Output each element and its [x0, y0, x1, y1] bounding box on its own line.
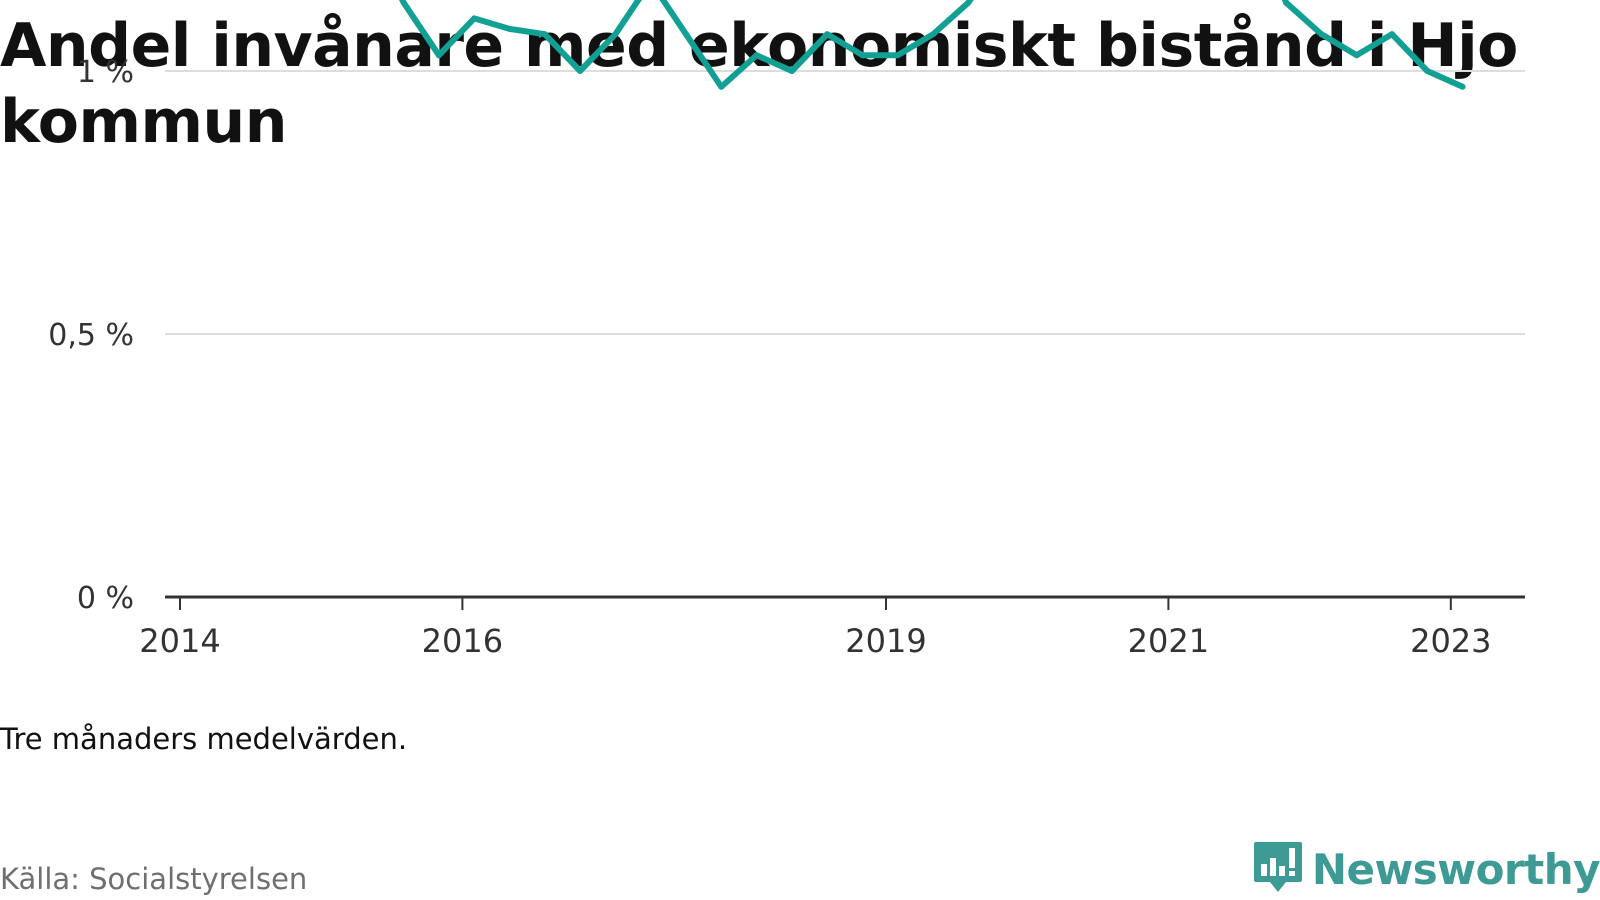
x-axis-ticks: 2014 2016 2019 2021 2023	[139, 597, 1492, 660]
newsworthy-logo-icon	[1253, 842, 1302, 892]
data-point	[824, 31, 831, 38]
x-tick-label: 2016	[422, 622, 503, 660]
data-point	[1389, 31, 1395, 38]
data-point	[471, 15, 478, 22]
data-point	[683, 31, 689, 38]
data-point	[541, 31, 548, 38]
data-point	[930, 31, 937, 38]
x-tick-label: 2021	[1128, 622, 1209, 660]
series-layer	[399, 0, 1466, 90]
data-point	[1424, 68, 1431, 74]
data-point	[1318, 31, 1325, 38]
x-tick-label: 2014	[139, 622, 220, 660]
data-point	[400, 0, 407, 6]
x-tick-label: 2023	[1410, 622, 1491, 660]
chart-title: Andel invånare med ekonomiskt bistånd i …	[0, 11, 1518, 157]
data-point	[1459, 83, 1466, 90]
series-line	[399, 0, 1464, 90]
gridlines	[165, 70, 1525, 335]
newsworthy-logo[interactable]: Newsworthy	[1252, 840, 1600, 898]
chart-note: Tre månaders medelvärden.	[0, 722, 408, 756]
data-point	[506, 25, 513, 32]
y-axis-labels: 0 % 0,5 % 1 %	[48, 55, 134, 616]
y-tick-label: 1 %	[77, 55, 134, 90]
data-point	[577, 68, 584, 74]
y-tick-label: 0,5 %	[48, 318, 134, 353]
data-point	[435, 52, 442, 59]
data-point	[894, 52, 901, 59]
data-point	[753, 52, 760, 59]
brand-name: Newsworthy	[1311, 844, 1600, 894]
source-text: Källa: Socialstyrelsen	[0, 862, 308, 896]
data-point	[788, 68, 795, 74]
data-point	[965, 0, 972, 6]
y-tick-label: 0 %	[77, 581, 134, 616]
data-point	[859, 52, 866, 59]
data-point	[1353, 52, 1360, 59]
data-point	[612, 31, 619, 38]
data-point	[718, 83, 725, 90]
x-tick-label: 2019	[845, 622, 926, 660]
data-point	[1283, 0, 1290, 6]
